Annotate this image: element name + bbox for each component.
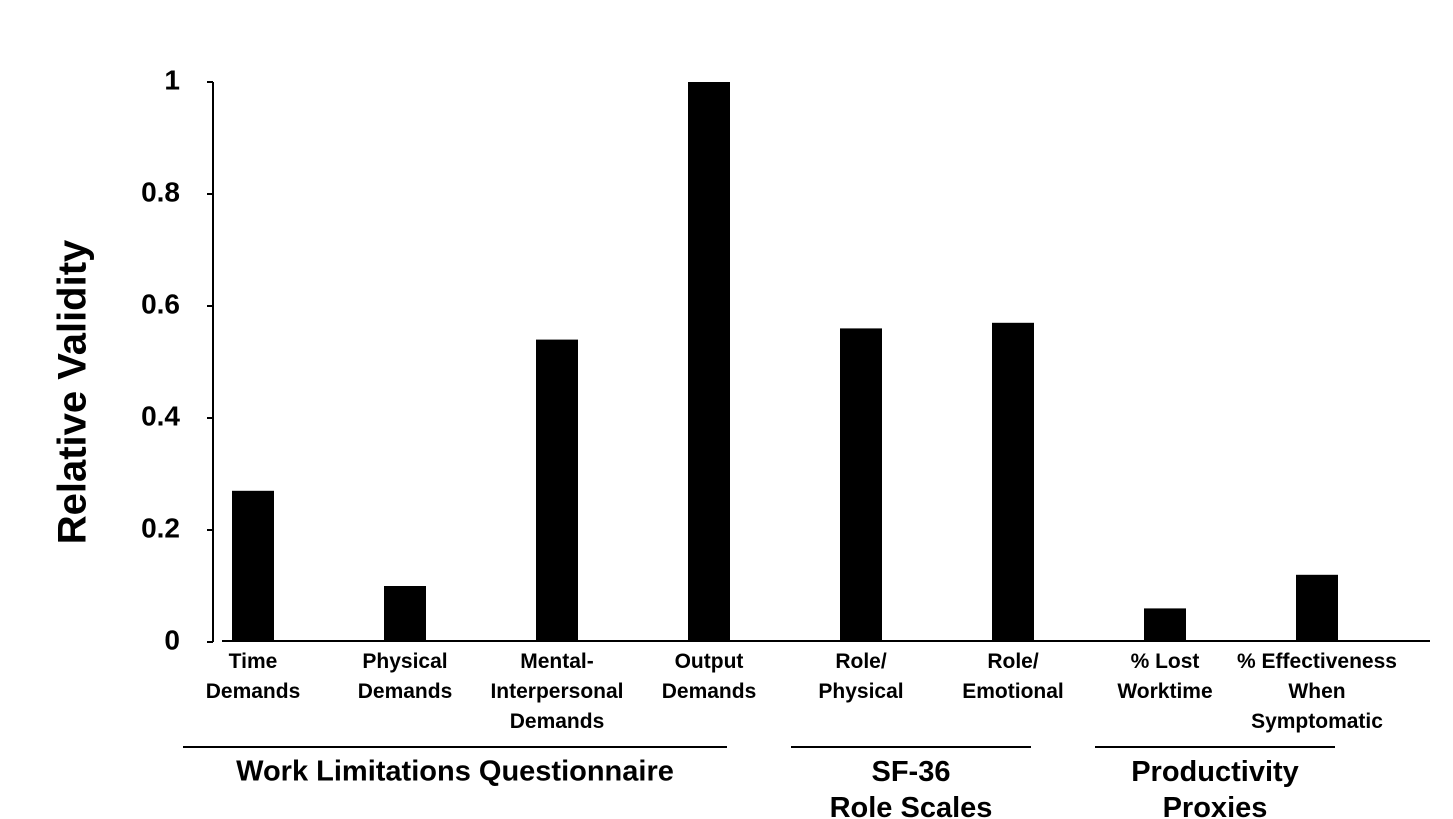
x-tick-label: % Lost Worktime <box>1117 650 1212 703</box>
bar <box>992 322 1034 642</box>
x-tick-label: Role/Emotional <box>962 650 1064 703</box>
bar <box>384 586 426 642</box>
y-tick-label: 0.8 <box>141 176 180 207</box>
bar <box>232 490 274 642</box>
x-tick-label: Role/Physical <box>818 650 903 703</box>
y-tick-label: 1 <box>164 64 180 95</box>
bar <box>688 82 730 642</box>
bar <box>1144 608 1186 642</box>
group-label: Productivity Proxies <box>1131 756 1299 819</box>
bar <box>536 339 578 642</box>
x-tick-label: Physical Demands <box>358 650 453 703</box>
y-axis-label: Relative Validity <box>51 239 95 544</box>
x-tick-label: Output Demands <box>662 650 757 703</box>
y-tick-label: 0.2 <box>141 512 180 543</box>
y-tick-label: 0.4 <box>141 400 180 431</box>
x-tick-label: % Effectiveness When Symptomatic <box>1237 650 1397 733</box>
bar <box>840 328 882 642</box>
bar <box>1296 574 1338 642</box>
y-tick-label: 0 <box>164 624 180 655</box>
x-tick-label: Time Demands <box>206 650 301 703</box>
y-tick-label: 0.6 <box>141 288 180 319</box>
group-label: Work Limitations Questionnaire <box>236 756 674 788</box>
x-tick-label: Mental-Interpersonal Demands <box>490 650 623 733</box>
group-label: SF-36 Role Scales <box>830 756 993 819</box>
